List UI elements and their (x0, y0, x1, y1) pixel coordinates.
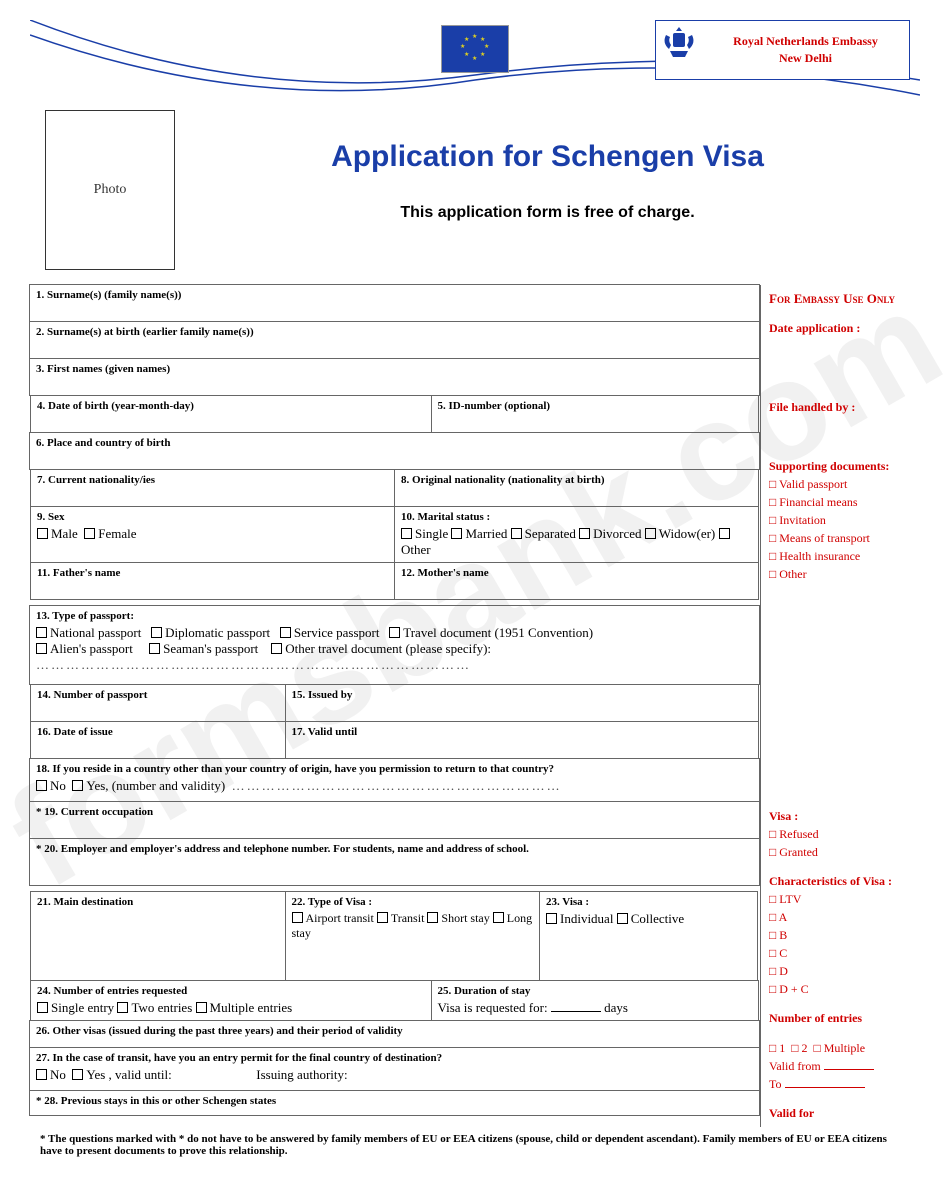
checkbox-diplomatic-passport[interactable] (151, 627, 162, 638)
sidebar-file-handled: File handled by : (769, 400, 916, 415)
field-28: * 28. Previous stays in this or other Sc… (36, 1095, 753, 1107)
field-15: 15. Issued by (292, 689, 753, 701)
checkbox-other-travel-doc[interactable] (271, 643, 282, 654)
checkbox-travel-doc[interactable] (389, 627, 400, 638)
embassy-box: Royal Netherlands Embassy New Delhi (655, 20, 910, 80)
checkbox-single-entry[interactable] (37, 1002, 48, 1013)
field-16: 16. Date of issue (37, 726, 279, 738)
field-21: 21. Main destination (37, 896, 279, 908)
checkbox-service-passport[interactable] (280, 627, 291, 638)
field-24: 24. Number of entries requested (37, 985, 425, 997)
checkbox-27-no[interactable] (36, 1069, 47, 1080)
field-4: 4. Date of birth (year-month-day) (37, 400, 425, 412)
field-17: 17. Valid until (292, 726, 753, 738)
checkbox-female[interactable] (84, 528, 95, 539)
checkbox-seaman-passport[interactable] (149, 643, 160, 654)
photo-placeholder: Photo (45, 110, 175, 270)
checkbox-widower[interactable] (645, 528, 656, 539)
checkbox-separated[interactable] (511, 528, 522, 539)
checkbox-single[interactable] (401, 528, 412, 539)
sidebar-valid-for: Valid for (769, 1106, 916, 1121)
field-8: 8. Original nationality (nationality at … (401, 474, 752, 486)
eu-flag-icon: ★★ ★★ ★★ ★★ (441, 25, 509, 73)
checkbox-27-yes[interactable] (72, 1069, 83, 1080)
sidebar-visa: Visa : (769, 809, 916, 824)
crest-icon (664, 27, 710, 73)
checkbox-two-entries[interactable] (117, 1002, 128, 1013)
field-27: 27. In the case of transit, have you an … (36, 1052, 753, 1064)
field-19: * 19. Current occupation (36, 806, 753, 818)
checkbox-18-yes[interactable] (72, 780, 83, 791)
field-5: 5. ID-number (optional) (438, 400, 753, 412)
embassy-line1: Royal Netherlands Embassy (710, 33, 901, 50)
checkbox-airport-transit[interactable] (292, 912, 303, 923)
field-2: 2. Surname(s) at birth (earlier family n… (36, 326, 753, 338)
field-7: 7. Current nationality/ies (37, 474, 388, 486)
field-9: 9. Sex (37, 511, 388, 523)
form-column: 1. Surname(s) (family name(s)) 2. Surnam… (30, 285, 760, 1127)
checkbox-transit[interactable] (377, 912, 388, 923)
field-23: 23. Visa : (546, 896, 751, 908)
embassy-line2: New Delhi (710, 50, 901, 67)
field-18: 18. If you reside in a country other tha… (36, 763, 753, 775)
checkbox-18-no[interactable] (36, 780, 47, 791)
sidebar-num-entries: Number of entries (769, 1011, 916, 1026)
checkbox-collective[interactable] (617, 913, 628, 924)
field-14: 14. Number of passport (37, 689, 279, 701)
checkbox-married[interactable] (451, 528, 462, 539)
checkbox-short-stay[interactable] (427, 912, 438, 923)
footnote: * The questions marked with * do not hav… (30, 1133, 920, 1157)
page-subtitle: This application form is free of charge. (175, 204, 920, 222)
field-1: 1. Surname(s) (family name(s)) (36, 289, 753, 301)
sidebar-characteristics: Characteristics of Visa : (769, 874, 916, 889)
field-20: * 20. Employer and employer's address an… (36, 843, 753, 855)
field-25: 25. Duration of stay (438, 985, 753, 997)
field-22: 22. Type of Visa : (292, 896, 534, 908)
field-12: 12. Mother's name (401, 567, 752, 579)
checkbox-long-stay[interactable] (493, 912, 504, 923)
sidebar-date-app: Date application : (769, 321, 916, 336)
sidebar-header: For Embassy Use Only (769, 291, 916, 307)
field-13: 13. Type of passport: (36, 610, 753, 622)
sidebar-embassy-use: For Embassy Use Only Date application : … (760, 285, 920, 1127)
checkbox-male[interactable] (37, 528, 48, 539)
header: ★★ ★★ ★★ ★★ Royal Netherlands Embassy Ne… (30, 20, 920, 100)
sidebar-supporting: Supporting documents: (769, 459, 916, 474)
checkbox-national-passport[interactable] (36, 627, 47, 638)
field-3: 3. First names (given names) (36, 363, 753, 375)
field-11: 11. Father's name (37, 567, 388, 579)
field-6: 6. Place and country of birth (36, 437, 753, 449)
checkbox-other-marital[interactable] (719, 528, 730, 539)
page-title: Application for Schengen Visa (175, 140, 920, 174)
checkbox-multiple-entries[interactable] (196, 1002, 207, 1013)
checkbox-alien-passport[interactable] (36, 643, 47, 654)
checkbox-individual[interactable] (546, 913, 557, 924)
field-10: 10. Marital status : (401, 511, 752, 523)
field-26: 26. Other visas (issued during the past … (36, 1025, 753, 1037)
checkbox-divorced[interactable] (579, 528, 590, 539)
